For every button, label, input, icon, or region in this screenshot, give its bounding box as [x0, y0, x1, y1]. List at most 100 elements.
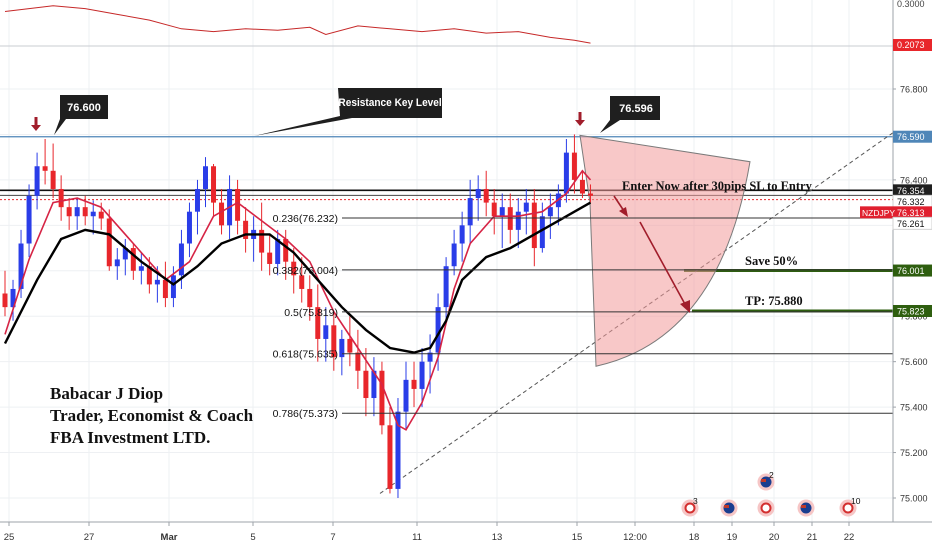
- price-tick-label: 76.800: [900, 85, 928, 95]
- candle: [66, 198, 72, 230]
- candle: [475, 175, 481, 221]
- event-badge: 2: [757, 470, 775, 491]
- candle: [90, 200, 96, 235]
- candle: [307, 275, 313, 321]
- price-label: 75.823: [897, 306, 925, 316]
- candle-body: [427, 352, 433, 362]
- candle: [387, 407, 393, 494]
- callout-right-text: 76.596: [619, 103, 653, 115]
- candle: [194, 179, 200, 235]
- price-label-bg: [893, 206, 932, 219]
- price-label-bg: [893, 264, 932, 277]
- time-tick-label: 12:00: [623, 532, 647, 543]
- event-badge: [720, 499, 738, 517]
- candle: [403, 361, 409, 430]
- candle-body: [459, 225, 465, 244]
- author-line: Trader, Economist & Coach: [50, 406, 254, 425]
- entry-arrow-line: [613, 195, 625, 212]
- candle: [235, 179, 241, 235]
- candle: [122, 238, 128, 276]
- time-tick-label: 25: [4, 532, 15, 543]
- price-label: 76.590: [897, 132, 925, 142]
- candle: [411, 361, 417, 408]
- event-count: 3: [693, 496, 698, 506]
- annotations: 76.600 76.596 Resistance Key Level Enter No…: [31, 88, 813, 447]
- moving-averages: [3, 169, 592, 431]
- tp-text: TP: 75.880: [745, 294, 803, 308]
- candle-body: [106, 218, 112, 267]
- candle: [483, 170, 489, 217]
- candle-body: [211, 166, 217, 203]
- candle: [371, 357, 377, 417]
- price-label-bg: [892, 216, 932, 230]
- candle: [162, 261, 168, 308]
- time-tick-label: 15: [572, 532, 583, 543]
- osc-tick-label: 0.3000: [897, 0, 925, 9]
- price-tick-label: 76.400: [900, 175, 928, 185]
- candle: [74, 198, 80, 230]
- candle: [50, 143, 56, 199]
- time-tick-label: Mar: [161, 532, 178, 543]
- event-count: 10: [851, 496, 861, 506]
- price-tick-label: 75.200: [900, 448, 928, 458]
- arrow-down-right-icon: [575, 112, 585, 126]
- osc-value-bg: [893, 39, 932, 51]
- candle: [395, 398, 401, 498]
- candle: [211, 163, 217, 217]
- event-count: 2: [769, 470, 774, 480]
- arrow-down-left-icon: [31, 117, 41, 131]
- candle-body: [323, 325, 329, 339]
- price-label: 76.001: [897, 266, 925, 276]
- price-tick-label: 75.600: [900, 357, 928, 367]
- candle-body: [26, 195, 32, 244]
- candle-body: [154, 279, 160, 285]
- candle: [259, 202, 265, 271]
- candle-body: [355, 352, 361, 371]
- time-tick-label: 22: [844, 532, 855, 543]
- price-label: 76.261: [897, 219, 925, 229]
- fib-label: 0.5(75.819): [284, 307, 338, 319]
- candle-body: [523, 202, 529, 212]
- candle: [130, 243, 136, 280]
- candle: [419, 348, 425, 408]
- candle-body: [587, 193, 593, 196]
- price-label: 76.354: [897, 186, 925, 196]
- candle-body: [18, 243, 24, 289]
- candle-body: [2, 293, 8, 308]
- candle: [459, 211, 465, 262]
- candle-body: [10, 288, 16, 308]
- candle-body: [130, 248, 136, 271]
- time-tick-label: 5: [250, 532, 255, 543]
- fib-label: 0.618(75.635): [273, 349, 338, 361]
- candle-body: [571, 152, 577, 180]
- candle-body: [451, 243, 457, 267]
- candle-body: [235, 188, 241, 221]
- candle: [523, 188, 529, 235]
- candle-body: [475, 188, 481, 199]
- candle: [347, 316, 353, 367]
- time-tick-label: 21: [807, 532, 818, 543]
- candle: [587, 184, 593, 203]
- candle-body: [170, 275, 176, 299]
- price-label: 76.313: [897, 208, 925, 218]
- candle: [58, 175, 64, 221]
- candle: [491, 188, 497, 235]
- candle-body: [90, 211, 96, 217]
- time-tick-label: 13: [492, 532, 503, 543]
- candle-body: [547, 207, 553, 217]
- event-badge: 10: [839, 496, 861, 517]
- candle-body: [194, 188, 200, 212]
- candle-body: [243, 220, 249, 239]
- candle-body: [98, 211, 104, 219]
- fib-label: 0.236(76.232): [273, 213, 338, 225]
- candle-body: [491, 202, 497, 217]
- candle-body: [122, 248, 128, 260]
- resistance-callout-box: [254, 88, 442, 136]
- time-tick-label: 7: [330, 532, 335, 543]
- candle: [531, 188, 537, 267]
- candle-body: [371, 370, 377, 399]
- event-badge: [797, 499, 815, 517]
